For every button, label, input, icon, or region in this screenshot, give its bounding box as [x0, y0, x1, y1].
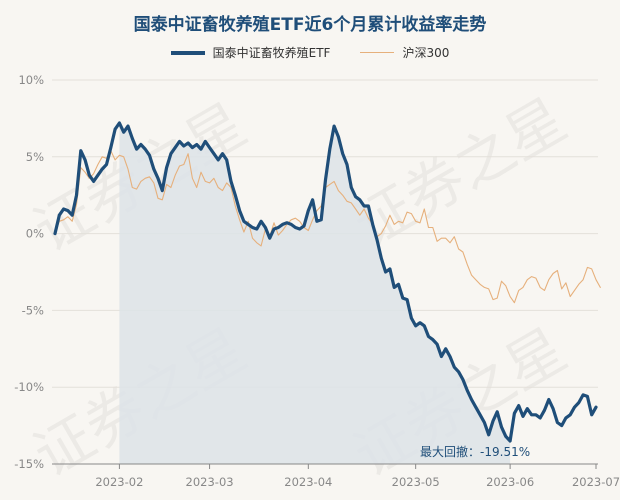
- x-tick-label: 2023-07: [572, 475, 620, 489]
- chart-legend: 国泰中证畜牧养殖ETF 沪深300: [0, 44, 620, 61]
- legend-label-etf: 国泰中证畜牧养殖ETF: [212, 46, 331, 60]
- y-tick-label: 10%: [18, 73, 44, 87]
- x-tick-label: 2023-04: [284, 475, 332, 489]
- legend-item-etf[interactable]: 国泰中证畜牧养殖ETF: [170, 44, 331, 61]
- y-tick-label: 0%: [26, 227, 44, 241]
- legend-swatch-etf: [170, 50, 205, 55]
- series-line-hs300: [54, 150, 601, 304]
- max-drawdown-shading: [119, 123, 511, 465]
- annotation-layer: 最大回撤：-19.51%: [420, 444, 530, 459]
- legend-item-hs300[interactable]: 沪深300: [360, 44, 449, 61]
- y-tick-label: 5%: [26, 150, 44, 164]
- drawdown-area: [119, 123, 511, 465]
- x-tick-label: 2023-05: [392, 475, 440, 489]
- x-tick-label: 2023-02: [95, 475, 143, 489]
- axes: 10% 5% 0% -5% -10% -15% 2023-02 2023-03 2023-04 2…: [14, 73, 620, 489]
- y-tick-label: -15%: [14, 457, 44, 471]
- legend-label-hs300: 沪深300: [402, 46, 450, 60]
- max-drawdown-label: 最大回撤：-19.51%: [420, 444, 530, 459]
- legend-swatch-hs300: [360, 52, 395, 53]
- y-tick-label: -5%: [22, 303, 44, 317]
- x-tick-label: 2023-06: [486, 475, 534, 489]
- series-lines: [53, 121, 601, 443]
- series-line-etf: [53, 121, 598, 443]
- chart-title: 国泰中证畜牧养殖ETF近6个月累计收益率走势: [133, 15, 487, 35]
- x-tick-label: 2023-03: [186, 475, 234, 489]
- y-tick-label: -10%: [14, 380, 44, 394]
